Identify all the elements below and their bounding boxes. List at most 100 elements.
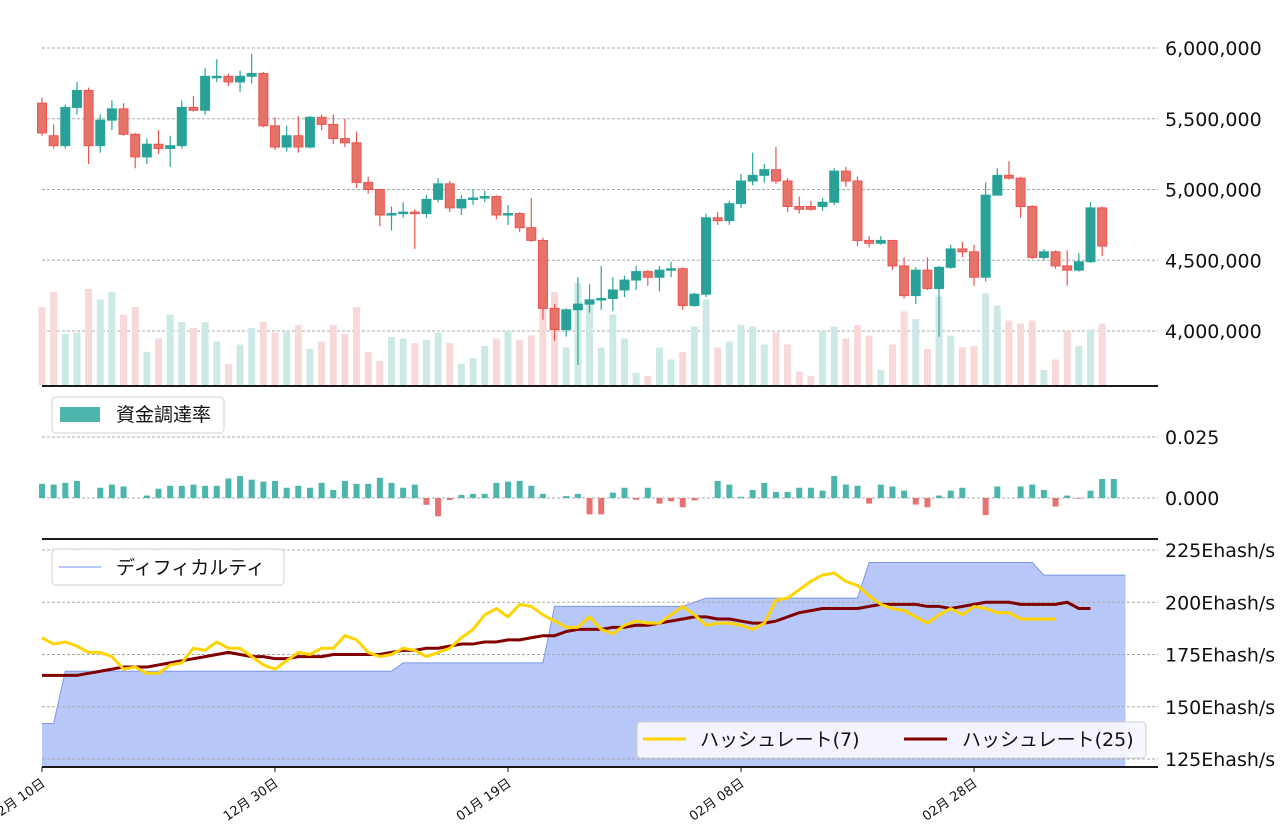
funding-bar <box>272 480 278 498</box>
volume-bar <box>958 347 966 385</box>
hashrate7-line <box>41 571 1056 675</box>
candle-body <box>398 211 409 215</box>
funding-bar <box>936 495 943 498</box>
candle-body <box>503 213 513 216</box>
hashrate-lines <box>41 571 1091 677</box>
funding-bar <box>772 491 779 498</box>
volume-bar <box>714 347 722 385</box>
candle-body <box>1027 205 1038 258</box>
funding-bar <box>97 487 104 498</box>
volume-bar <box>644 376 652 385</box>
hashrate-legend-box <box>636 721 1147 759</box>
funding-bar <box>318 482 325 498</box>
candle-body <box>701 217 712 295</box>
funding-bar <box>143 495 150 498</box>
candle-body <box>374 189 385 216</box>
volume-bar <box>38 307 46 385</box>
candle-body <box>37 102 47 134</box>
candle-body <box>747 174 758 182</box>
candle-body <box>840 170 851 182</box>
candle-body <box>118 108 129 135</box>
candle-body <box>770 169 781 182</box>
candle-body <box>852 180 863 241</box>
candle-body <box>875 239 886 244</box>
volume-bar <box>131 307 139 385</box>
funding-tick-label: 0.025 <box>1165 427 1219 449</box>
candle-body <box>235 75 246 83</box>
funding-bar <box>341 480 348 498</box>
volume-bar <box>562 347 570 385</box>
volume-bar <box>667 359 675 385</box>
funding-bar <box>947 490 954 498</box>
volume-bar <box>353 307 361 385</box>
funding-bar <box>807 487 814 498</box>
volume-bar <box>807 376 815 385</box>
volume-bar <box>469 358 477 385</box>
price-tick-label: 5,500,000 <box>1165 109 1262 131</box>
difficulty-area <box>42 562 1126 767</box>
funding-tick-label: 0.000 <box>1165 488 1219 510</box>
candle-body <box>223 75 234 83</box>
funding-bar <box>784 491 791 498</box>
volume-bar <box>376 361 384 385</box>
funding-bar <box>1052 498 1059 507</box>
volume-bar <box>1087 329 1094 385</box>
volume-bar <box>923 349 931 385</box>
funding-legend-swatch <box>60 407 100 422</box>
volume-bar <box>819 331 827 385</box>
funding-bar <box>656 498 663 504</box>
funding-bar <box>411 484 418 498</box>
candle-body <box>106 108 117 121</box>
volume-bar <box>702 299 710 385</box>
funding-bar <box>796 487 803 498</box>
candle-body <box>1003 174 1014 179</box>
volume-bar <box>935 296 943 385</box>
funding-bar <box>831 476 838 498</box>
volume-bar <box>1040 370 1048 385</box>
candle-body <box>922 269 933 290</box>
funding-bar <box>644 487 651 498</box>
volume-bar <box>877 370 885 385</box>
candle-body <box>957 248 968 253</box>
funding-bar <box>924 498 931 508</box>
volume-bar <box>166 314 174 385</box>
volume-bar <box>50 292 58 385</box>
funding-bar <box>108 484 115 498</box>
candle-body <box>934 266 945 290</box>
funding-bar <box>470 493 477 498</box>
candle-body <box>83 89 94 147</box>
volume-bar <box>108 292 116 385</box>
x-tick-label: 12月 30日 <box>221 776 281 825</box>
candle-body <box>1062 265 1073 271</box>
volume-bar <box>434 332 442 385</box>
x-tick-label: 02月 28日 <box>920 776 980 825</box>
funding-bar <box>39 483 45 498</box>
volume-bar <box>364 352 372 385</box>
candle-body <box>421 198 432 215</box>
funding-bar <box>982 498 989 516</box>
funding-bar <box>912 498 919 505</box>
funding-bar <box>167 485 174 498</box>
volume-bar <box>96 299 104 385</box>
volume-bar <box>1075 346 1083 385</box>
hashrate-tick-label: 225Ehash/s <box>1165 540 1275 562</box>
volume-bar <box>318 341 326 385</box>
volume-bar <box>597 347 605 385</box>
volume-bar <box>609 314 617 385</box>
funding-bar <box>505 481 511 498</box>
volume-bar <box>178 322 186 385</box>
volume-bar <box>912 319 920 385</box>
candle-body <box>817 201 828 207</box>
volume-bar <box>982 293 990 385</box>
volume-bar <box>621 338 628 385</box>
price-y-axis-labels: 4,000,000 4,500,000 5,000,000 5,500,000 6,00… <box>1165 38 1262 343</box>
volume-bar <box>632 373 640 385</box>
funding-bar <box>423 498 430 505</box>
volume-bar <box>1063 331 1071 385</box>
volume-bar <box>760 344 768 385</box>
candle-body <box>71 89 82 108</box>
funding-bar <box>190 484 197 498</box>
hashrate-tick-label: 175Ehash/s <box>1165 645 1275 667</box>
candle-body <box>537 239 548 309</box>
